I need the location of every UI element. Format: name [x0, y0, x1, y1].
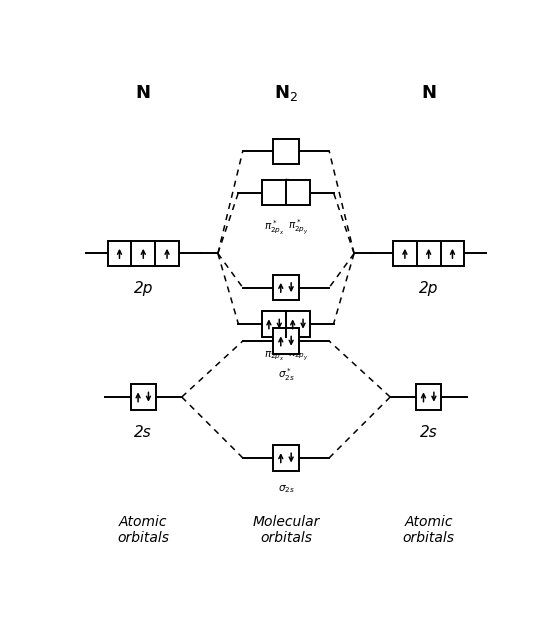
Text: Atomic
orbitals: Atomic orbitals — [403, 515, 455, 545]
Text: Atomic
orbitals: Atomic orbitals — [117, 515, 169, 545]
Bar — [273, 138, 299, 164]
Text: 2p: 2p — [419, 281, 439, 296]
Text: $\sigma_{2p_z}$: $\sigma_{2p_z}$ — [276, 313, 296, 325]
Text: 2s: 2s — [134, 425, 152, 440]
Bar — [262, 180, 310, 205]
Text: $\pi^*_{2p_y}$: $\pi^*_{2p_y}$ — [287, 218, 308, 237]
Text: $\sigma_{2s}$: $\sigma_{2s}$ — [277, 483, 295, 495]
Bar — [262, 312, 310, 337]
Bar — [416, 384, 441, 410]
Text: $\pi_{2p_x}$: $\pi_{2p_x}$ — [264, 349, 285, 362]
Text: 2s: 2s — [420, 425, 437, 440]
Text: N: N — [136, 84, 151, 102]
Bar — [393, 241, 464, 266]
Bar — [273, 275, 299, 300]
Bar — [273, 329, 299, 354]
Bar — [273, 445, 299, 470]
Text: $\sigma^*_{2p_z}$: $\sigma^*_{2p_z}$ — [276, 176, 296, 195]
Text: $\pi_{2p_y}$: $\pi_{2p_y}$ — [287, 349, 308, 363]
Text: Molecular
orbitals: Molecular orbitals — [252, 515, 320, 545]
Text: N$_2$: N$_2$ — [274, 83, 298, 103]
Bar — [108, 241, 179, 266]
Text: $\sigma^*_{2s}$: $\sigma^*_{2s}$ — [277, 367, 295, 383]
Text: $\pi^*_{2p_x}$: $\pi^*_{2p_x}$ — [264, 218, 285, 236]
Text: N: N — [421, 84, 436, 102]
Bar — [131, 384, 156, 410]
Text: 2p: 2p — [133, 281, 153, 296]
